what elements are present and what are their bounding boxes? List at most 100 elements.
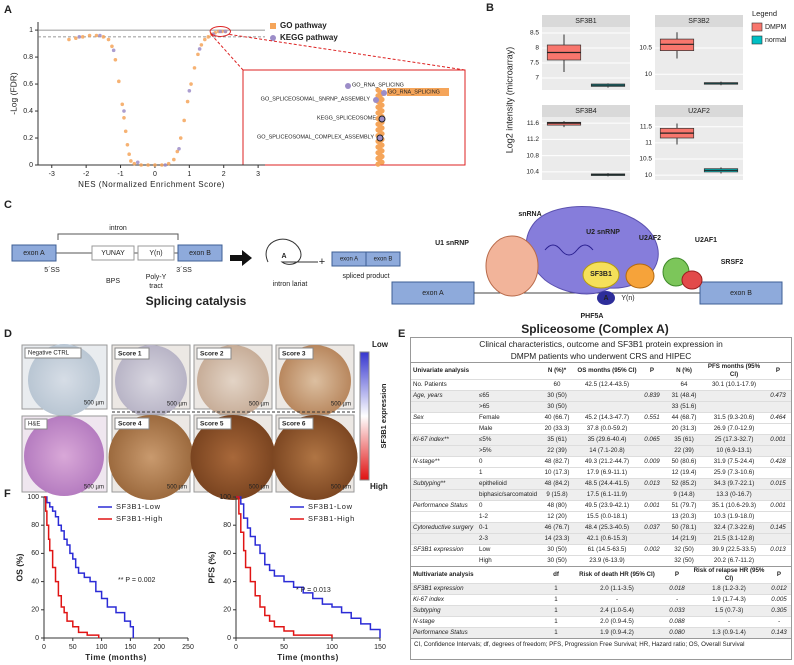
table-cell: 0.037 [639,522,665,534]
table-cell [477,379,539,391]
image-tag [114,347,150,360]
table-cell: 1.8 (1.2-3.2) [691,583,767,595]
header-cell: N (%) [665,362,703,380]
y-tick-label: 0 [29,162,33,169]
table-cell: 0.009 [639,456,665,468]
exon-label: exon B [374,257,393,263]
table-row: Age, years ≤65 30 (50) 0.839 31 (48.4) 0.473 [411,390,791,402]
point [113,57,118,62]
y-tick-label: 11.6 [527,120,540,127]
table-cell: 50 (80.6) [665,456,703,468]
table-cell: 51 (79.7) [665,500,703,512]
component-label: snRNA [518,211,541,218]
y-tick-label: 100 [27,494,39,501]
x-tick-label: -3 [49,171,55,178]
scale-bar-label: 500 µm [167,485,187,491]
legend-label: SF3B1-High [116,514,163,523]
y-axis-label: PFS (%) [206,551,216,583]
table-cell: 35.1 (10.6-29.3) [703,500,765,512]
table-cell: 10 (17.3) [539,467,575,479]
table-cell: 30 (50) [539,555,575,566]
point [67,37,71,42]
table-cell: 32.4 (7.3-22.6) [703,522,765,534]
point [206,35,211,39]
image-tag-label: Score 3 [282,351,306,358]
y-tick-label: 10 [645,172,653,179]
table-cell: 1 [541,627,571,638]
survival-curve [236,496,381,638]
x-tick-label: 150 [125,644,137,651]
y-tick-label: 20 [31,607,39,614]
point [197,47,202,51]
table-cell: 0-1 [477,522,539,534]
legend-swatch [270,23,276,29]
table-cell: Male [477,423,539,435]
facet-strip [655,105,743,117]
y-tick-label: 0.2 [23,135,33,142]
facet-strip [542,15,630,27]
table-cell: 40 (66.7) [539,412,575,424]
point [153,163,157,167]
image-tag [24,418,48,430]
table-row: Male 20 (33.3) 37.8 (0.0-59.2) 20 (31.3) 26.… [411,423,791,435]
point [122,109,126,113]
point [175,149,180,154]
header-cell: OS months (95% CI) [575,362,639,380]
table-row: 1 10 (17.3) 17.9 (6.9-11.1) 12 (19.4) 25.9 (… [411,467,791,479]
facet-title: SF3B4 [575,108,597,115]
diagram-title: Splicing catalysis [146,294,247,308]
table-row: Subtyping** epithelioid 48 (84.2) 48.5 (24.… [411,478,791,490]
point [189,82,193,86]
legend-swatch [751,35,763,45]
table-cell: ≤5% [477,434,539,446]
table-cell: SF3B1 expression [411,544,477,556]
y-axis-label: Log2 intensity (microarray) [504,47,514,154]
annotation: GO_RNA_SPLICING [352,82,404,88]
color-bar [359,351,370,481]
table-cell: 1 [541,605,571,617]
table-cell [639,379,665,391]
x-axis-label: NES (Normalized Enrichment Score) [78,180,225,189]
table-cell: 0.013 [639,478,665,490]
table-cell: - [767,616,791,628]
annotation-marker [345,83,351,89]
component-label: U2AF1 [695,237,717,244]
x-tick-label: 0 [42,644,46,651]
point [199,43,204,47]
table-cell [765,511,791,523]
x-tick-label: -2 [83,171,89,178]
header-cell: Multivariate analysis [411,566,541,584]
point [185,99,190,104]
panel-label: F [4,488,11,500]
box [546,121,582,126]
header-cell: PFS months (95% CI) [703,362,765,380]
table-cell: ≤65 [477,390,539,402]
table-cell: 32 (50) [665,555,703,566]
exon-label: exon A [340,257,358,263]
header-cell: df [541,566,571,584]
table-cell [411,445,477,457]
site-label: BPS [106,278,120,285]
table-cell: 21.5 (3.1-12.8) [703,533,765,545]
table-cell: 0.018 [663,583,691,595]
table-cell: 44 (68.7) [665,412,703,424]
table-cell: 0.080 [663,627,691,638]
y-tick-label: 10.4 [526,169,539,176]
point [101,35,106,39]
table-cell: - [663,594,691,606]
tissue-core [190,415,276,500]
site-label: Poly-Y [146,274,167,281]
table-cell [411,423,477,435]
y-tick-label: 11.5 [640,123,653,130]
image-tag-label: Score 6 [282,421,306,428]
legend-label: SF3B1-Low [308,502,353,511]
header-cell: P [639,362,665,380]
table-cell: 23.9 (6-13.9) [575,555,639,566]
clinical-table: Clinical characteristics, outcome and SF… [410,337,792,660]
legend-swatch [751,22,763,32]
x-tick-label: 0 [153,171,157,178]
table-cell [703,401,765,413]
legend-label: KEGG pathway [280,33,338,42]
zoom-line [229,33,466,71]
